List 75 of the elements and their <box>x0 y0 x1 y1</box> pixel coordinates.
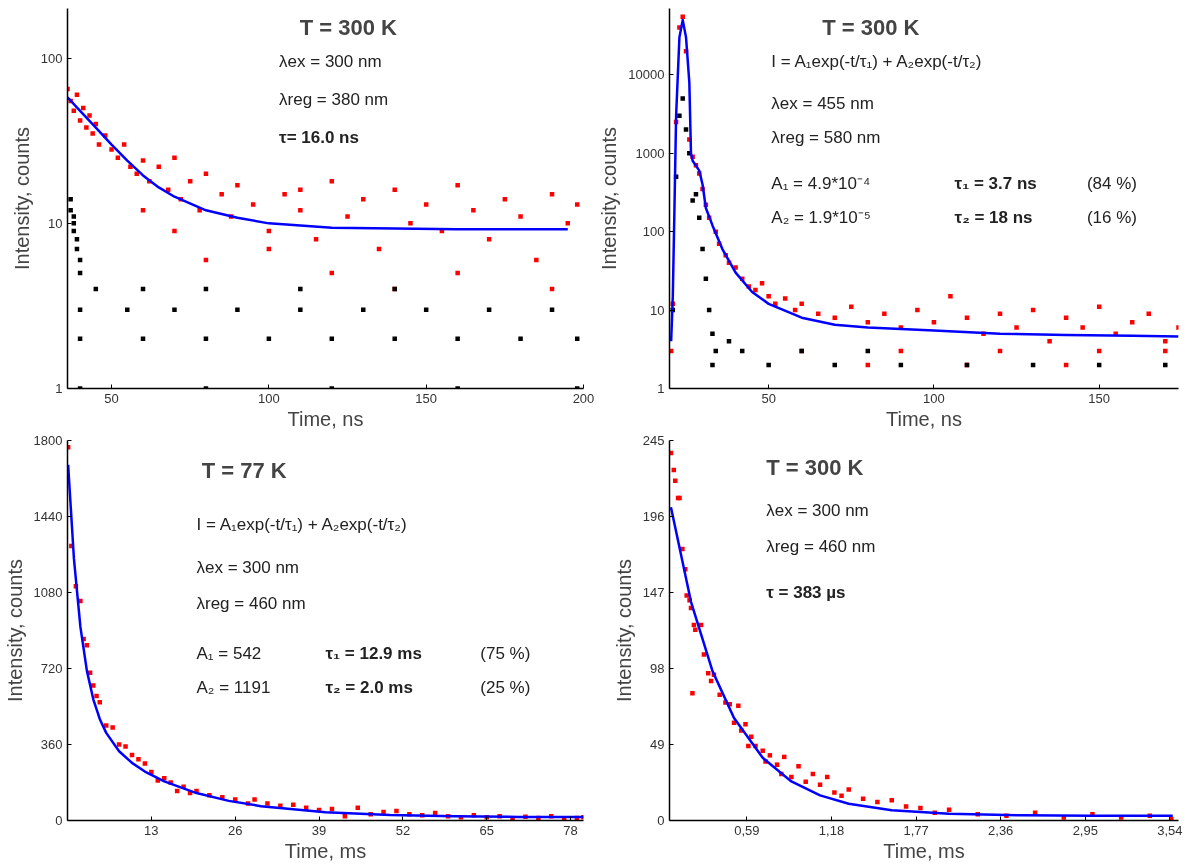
x-tick-label: 13 <box>144 822 159 838</box>
x-tick-label: 1,18 <box>818 822 845 838</box>
y-tick-label: 100 <box>40 50 63 66</box>
annotation: λex = 455 nm <box>771 94 874 113</box>
annotation: (16 %) <box>1086 208 1137 227</box>
annotation: τ₁ = 3.7 ns <box>954 173 1037 193</box>
x-axis-title: Time, ns <box>886 407 962 430</box>
annotation: τ= 16.0 ns <box>279 128 359 148</box>
annotation: τ₂ = 18 ns <box>954 208 1033 227</box>
y-tick-label: 10 <box>48 215 63 231</box>
y-tick-label: 98 <box>650 661 665 676</box>
x-tick-label: 52 <box>395 822 411 838</box>
annotation: λreg = 580 nm <box>771 128 881 148</box>
chart-title: T = 300 K <box>822 15 920 40</box>
annotation: τ = 383 µs <box>766 583 846 602</box>
annotation: A₁ = 4.9*10⁻⁴ <box>771 173 871 193</box>
x-tick-label: 50 <box>104 390 119 406</box>
y-tick-label: 0 <box>55 813 63 828</box>
x-tick-label: 2,36 <box>988 822 1014 838</box>
y-tick-label: 1000 <box>635 145 665 161</box>
x-tick-label: 50 <box>761 390 776 406</box>
y-tick-label: 360 <box>40 737 63 752</box>
x-axis-title: Time, ns <box>287 407 364 430</box>
annotation: (75 %) <box>480 643 531 663</box>
x-tick-label: 100 <box>258 390 280 406</box>
x-axis-title: Time, ms <box>284 839 367 862</box>
y-tick-label: 10000 <box>628 67 665 83</box>
y-tick-label: 1800 <box>33 433 63 448</box>
x-tick-label: 100 <box>923 390 945 406</box>
annotation: τ₂ = 2.0 ms <box>325 678 413 697</box>
annotation: λex = 300 nm <box>766 501 869 521</box>
annotation: A₂ = 1191 <box>196 678 271 697</box>
x-tick-label: 26 <box>227 822 243 838</box>
y-tick-label: 1440 <box>33 509 63 524</box>
annotation: A₁ = 542 <box>196 643 262 663</box>
y-tick-label: 147 <box>642 585 665 600</box>
x-tick-label: 1,77 <box>903 822 929 838</box>
x-tick-label: 3,54 <box>1157 822 1183 838</box>
annotation: A₂ = 1.9*10⁻⁵ <box>771 208 871 227</box>
y-tick-label: 720 <box>40 661 63 676</box>
x-tick-label: 65 <box>479 822 494 838</box>
x-tick-label: 2,95 <box>1072 822 1098 838</box>
annotation: I = A₁exp(-t/τ₁) + A₂exp(-t/τ₂) <box>196 514 407 534</box>
y-tick-label: 245 <box>642 433 665 448</box>
x-tick-label: 150 <box>415 390 438 406</box>
x-tick-label: 78 <box>563 822 578 838</box>
annotation: I = A₁exp(-t/τ₁) + A₂exp(-t/τ₂) <box>771 52 982 72</box>
y-tick-label: 196 <box>642 509 665 524</box>
chart-title: T = 300 K <box>299 15 398 40</box>
annotation: λex = 300 nm <box>279 52 382 72</box>
y-axis-title: Intensity, counts <box>612 558 635 703</box>
y-tick-label: 0 <box>657 813 665 828</box>
text: T = 77 K <box>201 458 287 484</box>
y-axis-title: Intensity, counts <box>10 126 33 271</box>
y-axis-title: Intensity, counts <box>3 558 26 703</box>
text: T = 300 K <box>766 454 864 480</box>
y-tick-label: 1 <box>55 381 63 396</box>
x-tick-label: 0,59 <box>734 822 760 838</box>
y-axis-title: Intensity, counts <box>598 126 621 271</box>
x-axis-title: Time, ms <box>883 839 965 862</box>
y-tick-label: 1 <box>657 381 665 396</box>
annotation: λreg = 460 nm <box>196 594 306 614</box>
y-tick-label: 100 <box>642 224 665 240</box>
annotation: (25 %) <box>480 678 531 697</box>
annotation: λreg = 460 nm <box>766 537 876 557</box>
y-tick-label: 49 <box>650 737 665 752</box>
x-tick-label: 150 <box>1088 390 1111 406</box>
x-tick-label: 39 <box>311 822 327 838</box>
x-tick-label: 200 <box>572 390 595 406</box>
annotation: λreg = 380 nm <box>279 90 389 110</box>
y-tick-label: 10 <box>650 302 665 318</box>
annotation: τ₁ = 12.9 ms <box>325 643 422 663</box>
y-tick-label: 1080 <box>33 585 63 600</box>
annotation: (84 %) <box>1086 173 1137 193</box>
annotation: λex = 300 nm <box>196 558 300 578</box>
